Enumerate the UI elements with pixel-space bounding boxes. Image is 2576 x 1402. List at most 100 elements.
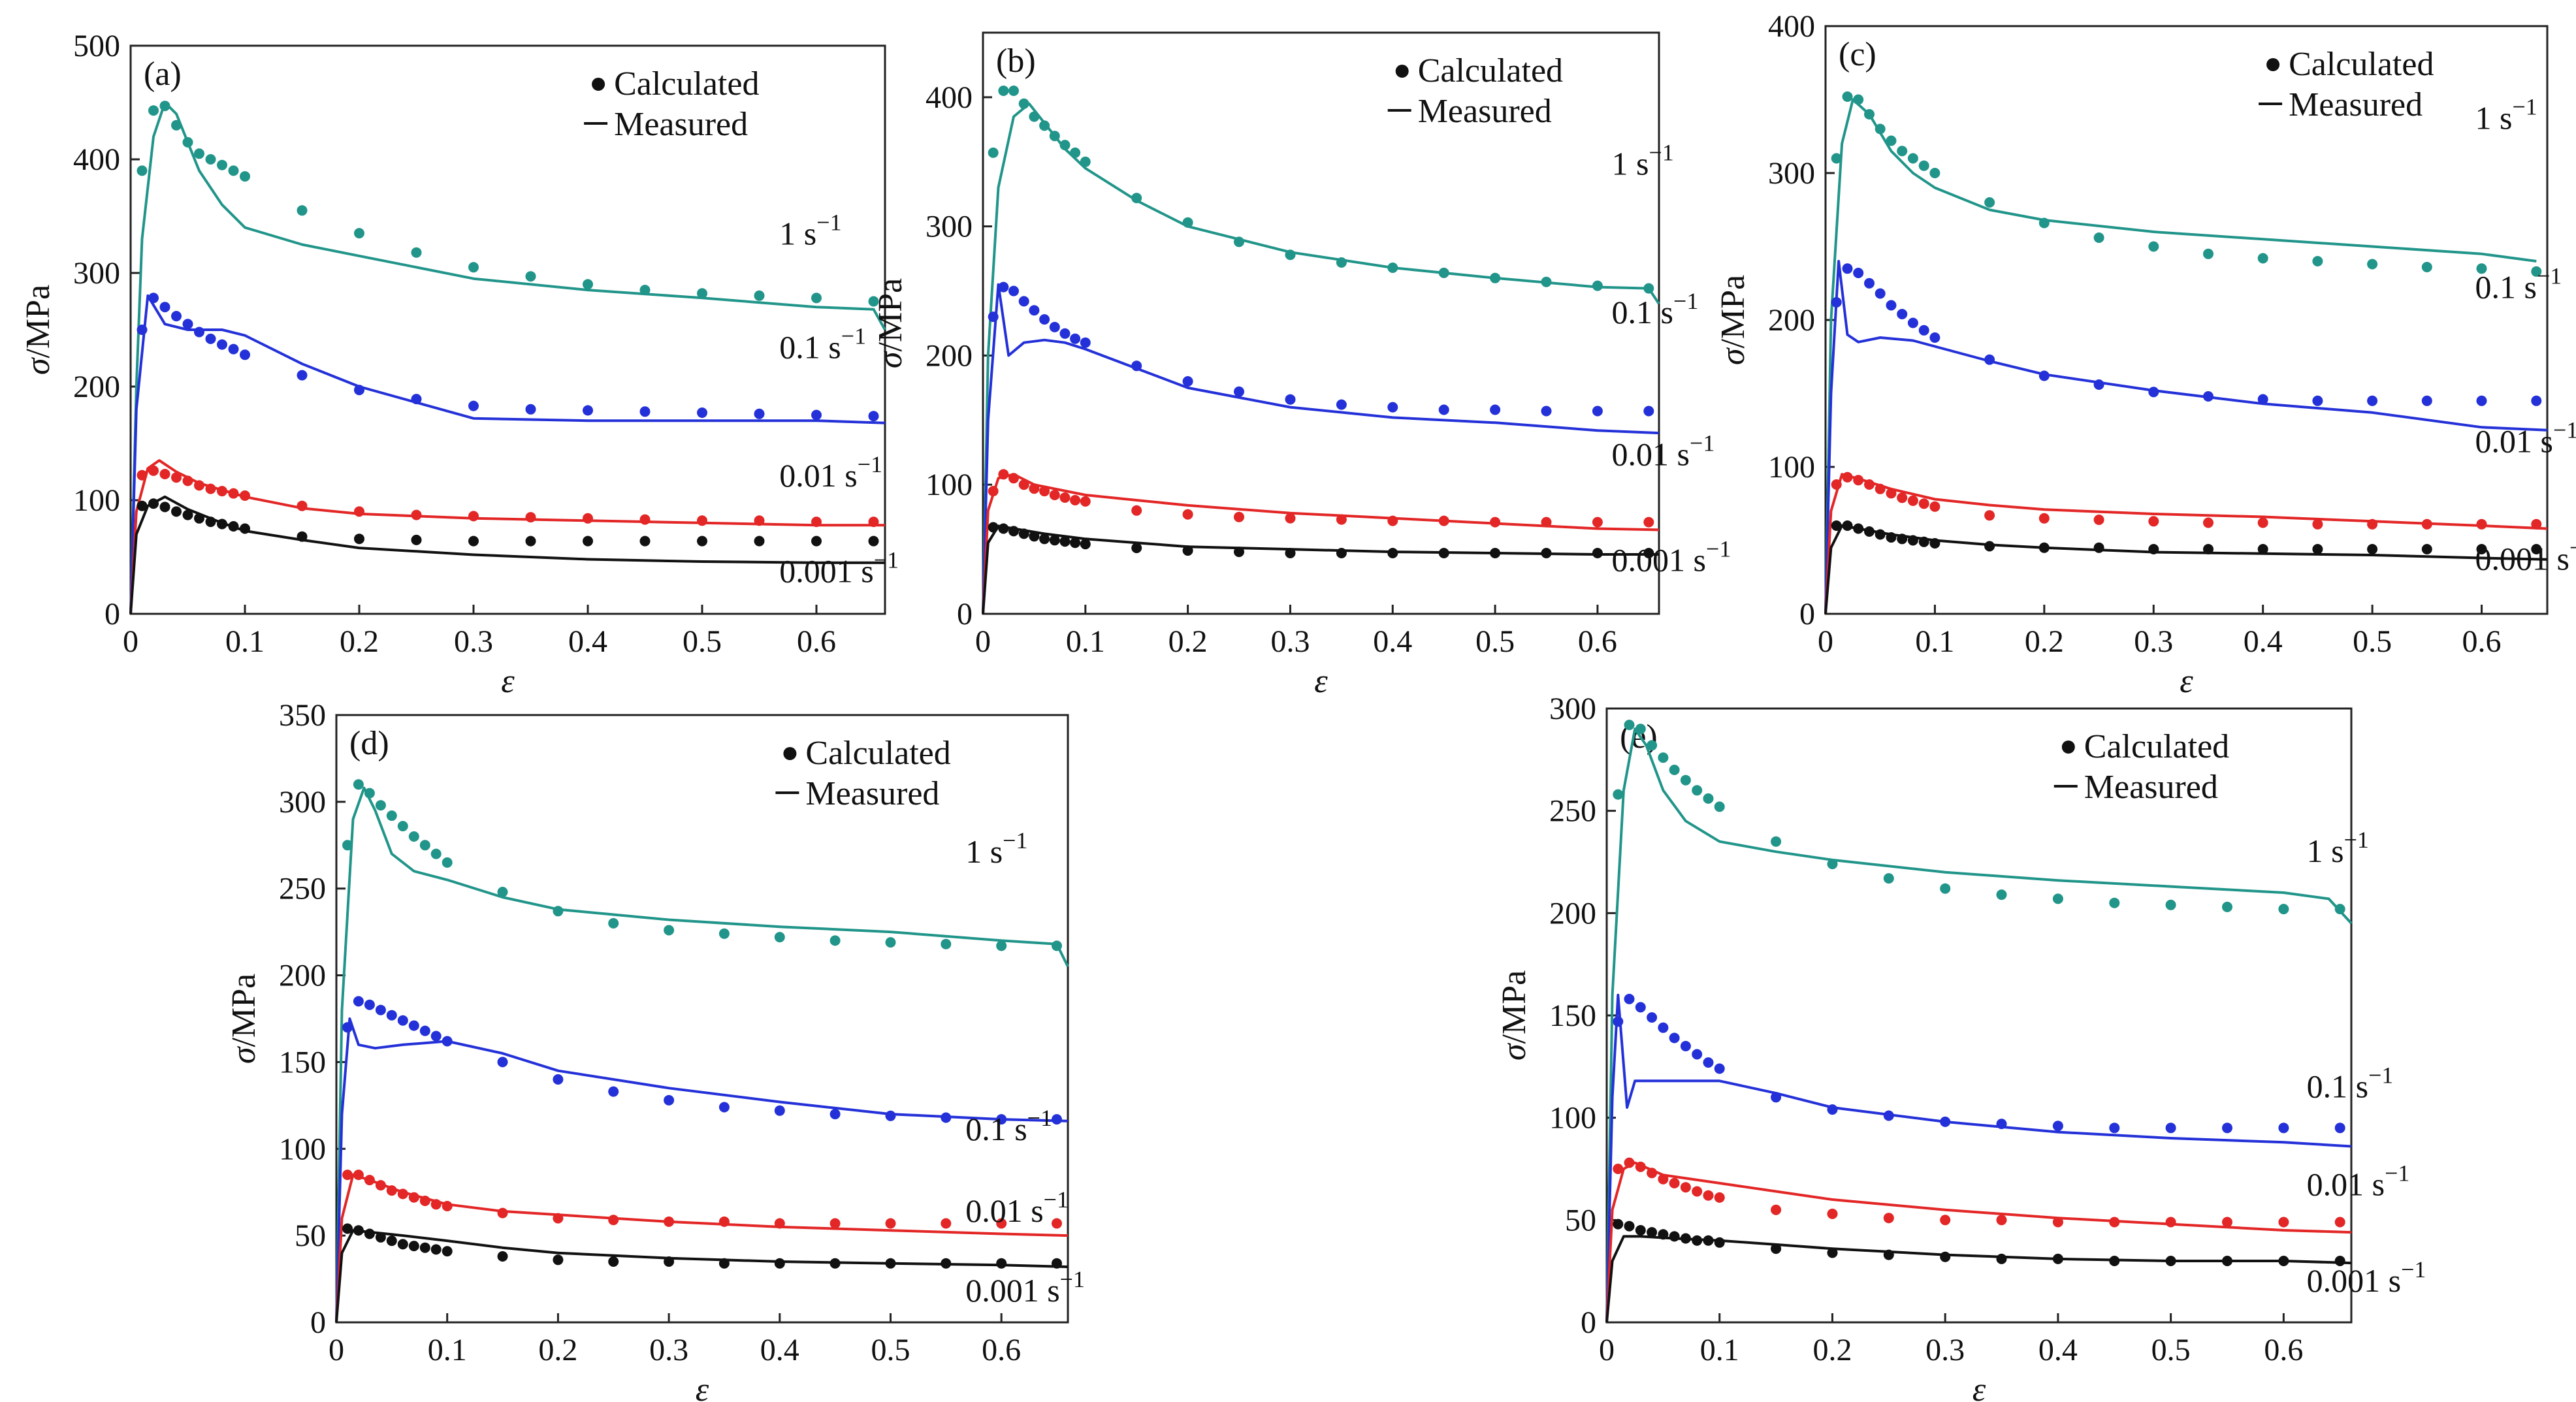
calculated-point	[996, 1114, 1007, 1125]
chart-panel-a: 0 0.1 0.2 0.3 0.4 0.5 0.6 0 100 200 300 400 500 ε σ/MP…	[20, 29, 899, 700]
y-tick-label: 100	[926, 468, 973, 502]
rate-label: 0.1 s−1	[779, 323, 866, 366]
calculated-point	[2093, 232, 2104, 243]
calculated-point	[1864, 479, 1875, 490]
calculated-point	[754, 535, 765, 547]
calculated-point	[1996, 1119, 2007, 1130]
calculated-point	[468, 535, 479, 547]
calculated-point	[774, 1105, 785, 1116]
plot-frame	[335, 714, 1069, 1324]
chart-panel-e: 0 0.1 0.2 0.3 0.4 0.5 0.6 0 50 100 150 200 250 300 ε σ/…	[1496, 692, 2426, 1402]
calculated-point	[1864, 526, 1875, 537]
calculated-point	[205, 517, 216, 528]
calculated-point	[1831, 297, 1842, 308]
calculated-point	[386, 1010, 397, 1021]
calculated-point	[774, 1258, 785, 1269]
calculated-point	[2367, 395, 2378, 406]
calculated-point	[1669, 1032, 1680, 1044]
x-tick-label: 0	[975, 624, 991, 659]
calculated-point	[386, 810, 397, 821]
rate-label: 0.1 s−1	[1612, 288, 1699, 330]
calculated-point	[998, 86, 1009, 96]
calculated-point	[148, 498, 159, 509]
calculated-point	[1886, 135, 1897, 146]
calculated-point	[1996, 1215, 2007, 1226]
measured-line	[335, 786, 1069, 1323]
calculated-point	[1592, 517, 1603, 528]
calculated-point	[1703, 1190, 1714, 1201]
series-001: 0.01 s−1	[1824, 417, 2576, 614]
calculated-point	[408, 1241, 419, 1252]
calculated-point	[1052, 940, 1062, 951]
calculated-point	[1613, 1219, 1624, 1230]
calculated-point	[240, 523, 250, 534]
calculated-point	[829, 935, 841, 946]
calculated-point	[2052, 1121, 2063, 1132]
legend-calculated-marker	[1395, 65, 1409, 78]
y-tick-label: 400	[73, 142, 120, 177]
x-axis-label: ε	[501, 663, 515, 700]
calculated-point	[353, 779, 364, 790]
legend-measured-label: Measured	[614, 106, 748, 143]
calculated-point	[1438, 267, 1449, 278]
calculated-point	[1029, 483, 1040, 494]
calculated-point	[2109, 897, 2120, 908]
chart-panel-c: 0 0.1 0.2 0.3 0.4 0.5 0.6 0 100 200 300 400 ε σ/MPa (c…	[1715, 9, 2576, 700]
measured-line	[129, 495, 885, 614]
x-tick-label: 0.4	[2244, 624, 2283, 659]
calculated-point	[419, 1196, 430, 1206]
calculated-point	[342, 1223, 353, 1234]
calculated-point	[1336, 514, 1347, 525]
legend-calculated-marker	[592, 78, 605, 91]
measured-line	[1824, 98, 2537, 614]
calculated-point	[419, 1025, 430, 1036]
calculated-point	[1864, 109, 1875, 119]
calculated-point	[1669, 1177, 1680, 1188]
calculated-point	[1647, 1168, 1658, 1179]
x-tick-label: 0.2	[2025, 624, 2064, 659]
calculated-point	[1827, 1208, 1838, 1219]
calculated-point	[397, 1015, 408, 1026]
calculated-point	[553, 1254, 564, 1266]
calculated-point	[442, 1246, 453, 1257]
calculated-point	[1842, 471, 1853, 483]
calculated-point	[1831, 153, 1842, 164]
measured-line	[335, 1017, 1069, 1323]
calculated-point	[553, 1074, 564, 1085]
x-tick-label: 0.2	[538, 1333, 577, 1367]
calculated-point	[2476, 544, 2487, 554]
y-tick-label: 200	[73, 370, 120, 404]
calculated-point	[2312, 395, 2323, 406]
calculated-point	[411, 534, 422, 545]
calculated-point	[1059, 536, 1071, 547]
calculated-point	[2109, 1123, 2120, 1134]
series-1: 1 s−1	[335, 779, 1069, 1323]
calculated-point	[664, 1256, 675, 1267]
x-axis-label: ε	[2180, 663, 2193, 700]
calculated-point	[408, 831, 419, 842]
y-tick-label: 50	[1565, 1203, 1596, 1237]
series-01: 0.1 s−1	[1824, 260, 2562, 614]
calculated-point	[353, 1225, 364, 1236]
calculated-point	[639, 535, 651, 547]
calculated-point	[1490, 404, 1501, 415]
calculated-point	[1643, 406, 1654, 417]
measured-line	[982, 283, 1660, 614]
calculated-point	[2165, 1256, 2176, 1266]
calculated-point	[1049, 535, 1060, 546]
calculated-point	[1907, 535, 1918, 546]
calculated-point	[988, 311, 999, 323]
calculated-point	[1940, 1116, 1951, 1127]
calculated-point	[1541, 276, 1552, 287]
calculated-point	[468, 511, 479, 522]
calculated-point	[1827, 1104, 1838, 1115]
calculated-point	[1008, 473, 1019, 484]
calculated-point	[1897, 492, 1908, 503]
calculated-point	[411, 394, 422, 405]
calculated-point	[217, 159, 227, 170]
rate-label: 1 s−1	[2475, 94, 2537, 136]
calculated-point	[1918, 498, 1929, 509]
calculated-point	[1929, 332, 1940, 343]
calculated-point	[411, 509, 422, 520]
